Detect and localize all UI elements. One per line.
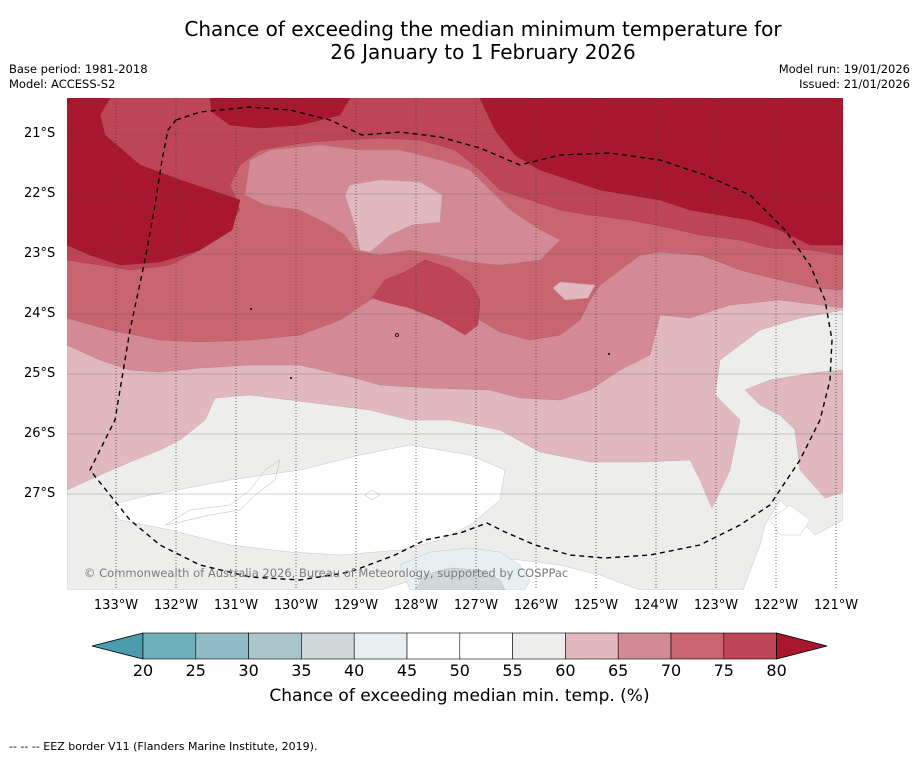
colorbar	[91, 632, 828, 660]
colorbar-tick-label: 80	[766, 661, 787, 680]
colorbar-tick-label: 20	[132, 661, 154, 680]
contour-line	[364, 489, 381, 501]
lon-label: 132°W	[153, 598, 199, 613]
lon-label: 125°W	[573, 598, 619, 613]
lat-label: 24°S	[24, 306, 56, 321]
lon-label: 128°W	[393, 598, 439, 613]
colorbar-tick-label: 35	[291, 661, 312, 680]
lat-label: 25°S	[24, 366, 56, 381]
lat-label: 22°S	[24, 186, 56, 201]
lon-label: 126°W	[513, 598, 559, 613]
lat-label: 21°S	[24, 126, 56, 141]
band-above-80-west	[67, 98, 241, 266]
colorbar-tick-label: 70	[660, 661, 682, 680]
island-marker	[395, 333, 399, 337]
lat-label: 23°S	[24, 246, 56, 261]
lon-label: 130°W	[273, 598, 319, 613]
colorbar-tick-label: 25	[185, 661, 206, 680]
meta-left: Base period: 1981-2018 Model: ACCESS-S2	[9, 62, 148, 92]
eez-border	[89, 106, 833, 581]
lon-label: 133°W	[93, 598, 139, 613]
colorbar-segment	[406, 632, 461, 660]
colorbar-segment	[723, 632, 777, 660]
lon-label: 122°W	[753, 598, 799, 613]
band-above-80-north	[209, 98, 351, 129]
colorbar-segment	[459, 632, 513, 660]
model-text: Model: ACCESS-S2	[9, 77, 116, 91]
copyright-text: © Commonwealth of Australia 2026, Bureau…	[84, 566, 569, 580]
model-run-text: Model run: 19/01/2026	[778, 62, 910, 76]
island-marker	[608, 353, 610, 355]
colorbar-tick-label: 45	[396, 661, 418, 680]
colorbar-segment	[142, 632, 197, 660]
colorbar-segment	[195, 632, 249, 660]
band-45-50-interior	[109, 444, 506, 556]
colorbar-tick-label: 40	[344, 661, 365, 680]
colorbar-tick-label: 60	[555, 661, 576, 680]
lon-label: 129°W	[333, 598, 379, 613]
colorbar-extend-low	[91, 632, 144, 660]
colorbar-tick-label: 50	[449, 661, 470, 680]
island-marker	[250, 308, 252, 310]
lon-label: 121°W	[813, 598, 859, 613]
colorbar-tick-label: 30	[238, 661, 259, 680]
band-60-65-patch	[344, 179, 443, 253]
band-60-65-small-patch	[552, 281, 596, 301]
title-line-2: 26 January to 1 February 2026	[330, 40, 636, 64]
colorbar-tick-label: 55	[502, 661, 523, 680]
island-marker	[290, 377, 292, 379]
colorbar-extend-high	[776, 632, 828, 660]
colorbar-segment	[301, 632, 355, 660]
colorbar-segment	[248, 632, 302, 660]
probability-field	[67, 98, 843, 590]
band-35-40	[414, 567, 506, 590]
lon-label: 127°W	[453, 598, 499, 613]
colorbar-segment	[565, 632, 619, 660]
footer-eez-legend: -- -- -- EEZ border V11 (Flanders Marine…	[9, 740, 318, 753]
colorbar-segment	[670, 632, 725, 660]
gridlines	[67, 98, 843, 590]
lat-label: 27°S	[24, 486, 56, 501]
lon-label: 123°W	[693, 598, 739, 613]
meta-right: Model run: 19/01/2026 Issued: 21/01/2026	[779, 62, 910, 92]
band-75-80-patch	[371, 259, 481, 336]
colorbar-label: Chance of exceeding median min. temp. (%…	[269, 686, 650, 706]
contour-line	[164, 459, 281, 526]
lat-label: 26°S	[24, 426, 56, 441]
title-line-1: Chance of exceeding the median minimum t…	[184, 17, 782, 41]
issued-text: Issued: 21/01/2026	[799, 77, 910, 91]
lon-label: 131°W	[213, 598, 259, 613]
colorbar-tick-label: 65	[608, 661, 629, 680]
band-45-50-east	[769, 504, 811, 536]
colorbar-tick-label: 75	[713, 661, 734, 680]
chart-title: Chance of exceeding the median minimum t…	[0, 18, 919, 64]
base-period-text: Base period: 1981-2018	[9, 62, 148, 76]
lon-label: 124°W	[633, 598, 679, 613]
colorbar-segment	[353, 632, 408, 660]
colorbar-segment	[617, 632, 672, 660]
colorbar-segment	[512, 632, 566, 660]
